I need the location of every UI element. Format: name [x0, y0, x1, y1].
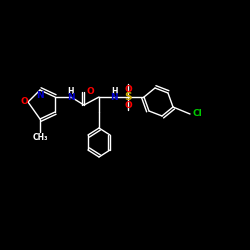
Text: H: H: [111, 88, 117, 96]
Text: N: N: [110, 92, 118, 102]
Text: O: O: [124, 84, 132, 94]
Text: Cl: Cl: [192, 110, 202, 118]
Text: N: N: [67, 92, 75, 102]
Text: O: O: [20, 98, 28, 106]
Text: H: H: [68, 88, 74, 96]
Text: N: N: [36, 90, 44, 100]
Text: O: O: [86, 88, 94, 96]
Text: O: O: [124, 100, 132, 110]
Text: CH₃: CH₃: [32, 132, 48, 141]
Text: S: S: [124, 92, 132, 102]
